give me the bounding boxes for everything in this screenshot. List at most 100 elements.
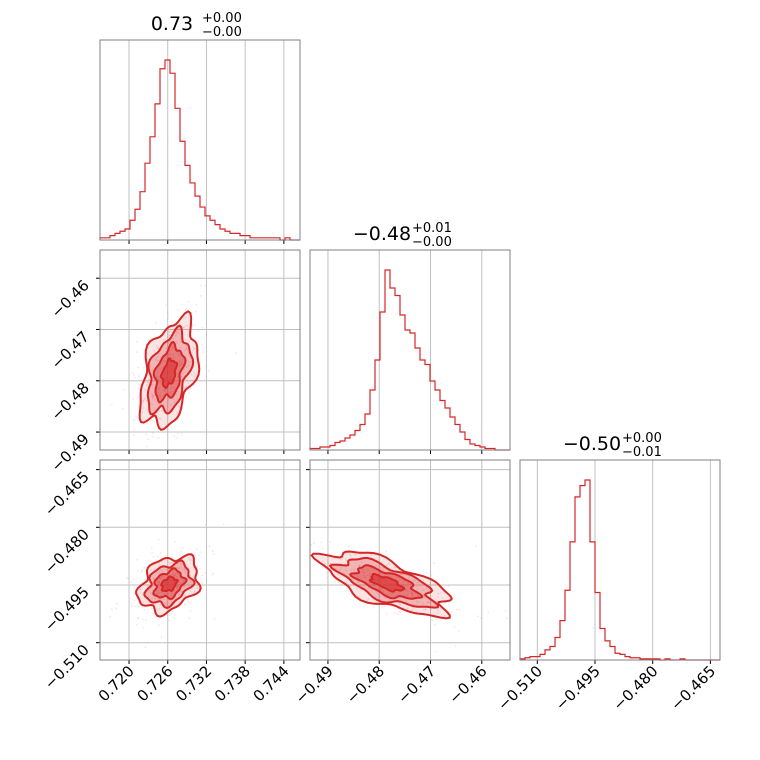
- scatter-point: [394, 611, 397, 614]
- x-tick-label-p1-3: −0.46: [445, 662, 490, 707]
- scatter-point: [176, 432, 179, 435]
- scatter-point: [426, 601, 429, 604]
- scatter-point: [186, 325, 189, 327]
- scatter-point: [171, 611, 174, 614]
- x-tick-label-p1-1: −0.48: [343, 662, 388, 707]
- scatter-point: [165, 388, 167, 391]
- scatter-point: [337, 581, 340, 584]
- scatter-point: [369, 573, 371, 575]
- scatter-point: [185, 366, 188, 368]
- scatter-point: [159, 403, 162, 406]
- scatter-point: [163, 360, 166, 362]
- scatter-point: [156, 609, 159, 612]
- scatter-point: [142, 401, 145, 404]
- scatter-point: [178, 354, 181, 357]
- scatter-point: [178, 593, 180, 596]
- scatter-point: [437, 612, 439, 615]
- scatter-point: [169, 391, 172, 394]
- scatter-point: [157, 624, 160, 627]
- scatter-point: [137, 570, 139, 572]
- scatter-point: [157, 580, 160, 583]
- scatter-point: [195, 304, 198, 306]
- scatter-point: [416, 588, 418, 591]
- scatter-point: [435, 650, 438, 653]
- grid-layer: [100, 40, 711, 660]
- scatter-point: [184, 309, 187, 311]
- scatter-point: [398, 611, 400, 613]
- scatter-point: [422, 608, 425, 611]
- scatter-point: [415, 610, 418, 613]
- scatter-point: [147, 438, 149, 441]
- scatter-point: [201, 574, 203, 577]
- scatter-point: [202, 351, 204, 354]
- scatter-point: [454, 645, 457, 648]
- scatter-point: [180, 375, 183, 378]
- scatter-point: [407, 607, 409, 609]
- scatter-point: [337, 573, 339, 576]
- scatter-point: [356, 587, 358, 590]
- scatter-point: [196, 566, 199, 568]
- scatter-point: [145, 445, 148, 448]
- scatter-point: [164, 577, 167, 579]
- scatter-point: [185, 366, 188, 369]
- scatter-point: [413, 602, 416, 605]
- scatter-point: [143, 398, 146, 400]
- scatter-point: [158, 582, 161, 585]
- scatter-point: [171, 556, 173, 558]
- scatter-point: [158, 389, 161, 392]
- scatter-point: [177, 567, 180, 569]
- scatter-point: [172, 616, 175, 619]
- scatter-point: [181, 362, 184, 365]
- scatter-point: [172, 410, 174, 413]
- scatter-point: [159, 552, 162, 555]
- scatter-point: [365, 576, 367, 579]
- scatter-point: [213, 617, 216, 620]
- scatter-point: [433, 562, 435, 565]
- scatter-point: [389, 592, 391, 594]
- scatter-point: [173, 590, 176, 593]
- title-minus-p1: −0.00: [412, 235, 452, 250]
- scatter-point: [134, 376, 137, 379]
- scatter-point: [133, 373, 135, 376]
- scatter-point: [162, 338, 165, 341]
- scatter-point: [428, 601, 430, 604]
- scatter-point: [179, 582, 182, 585]
- scatter-point: [153, 421, 156, 424]
- scatter-point: [172, 574, 175, 577]
- scatter-point: [177, 351, 179, 354]
- scatter-point: [423, 596, 426, 599]
- scatter-point: [180, 303, 183, 306]
- scatter-point: [150, 607, 153, 610]
- scatter-point: [474, 544, 477, 547]
- scatter-point: [397, 602, 400, 604]
- scatter-point: [182, 372, 185, 375]
- scatter-point: [175, 572, 177, 575]
- scatter-point: [183, 371, 186, 373]
- scatter-point: [188, 617, 191, 620]
- scatter-point: [180, 566, 183, 569]
- scatter-point: [132, 398, 135, 400]
- scatter-point: [165, 601, 168, 604]
- scatter-point: [178, 581, 181, 584]
- scatter-point: [416, 603, 418, 606]
- y-tick-label-p2-3: −0.465: [41, 468, 93, 520]
- scatter-point: [308, 558, 310, 560]
- scatter-point: [184, 604, 187, 606]
- scatter-point: [189, 582, 192, 584]
- scatter-point: [151, 397, 154, 399]
- scatter-point: [329, 562, 332, 565]
- scatter-point: [157, 378, 160, 380]
- scatter-point: [152, 432, 155, 434]
- scatter-point: [329, 541, 332, 543]
- scatter-point: [366, 568, 369, 571]
- scatter-point: [111, 608, 113, 610]
- scatter-point: [177, 573, 180, 575]
- scatter-point: [394, 591, 397, 594]
- scatter-point: [155, 322, 157, 324]
- histogram-p2: [519, 479, 720, 661]
- scatter-point: [183, 368, 186, 371]
- scatter-point: [197, 330, 200, 332]
- scatter-point: [189, 387, 192, 390]
- scatter-point: [170, 393, 173, 396]
- scatter-point: [159, 594, 162, 597]
